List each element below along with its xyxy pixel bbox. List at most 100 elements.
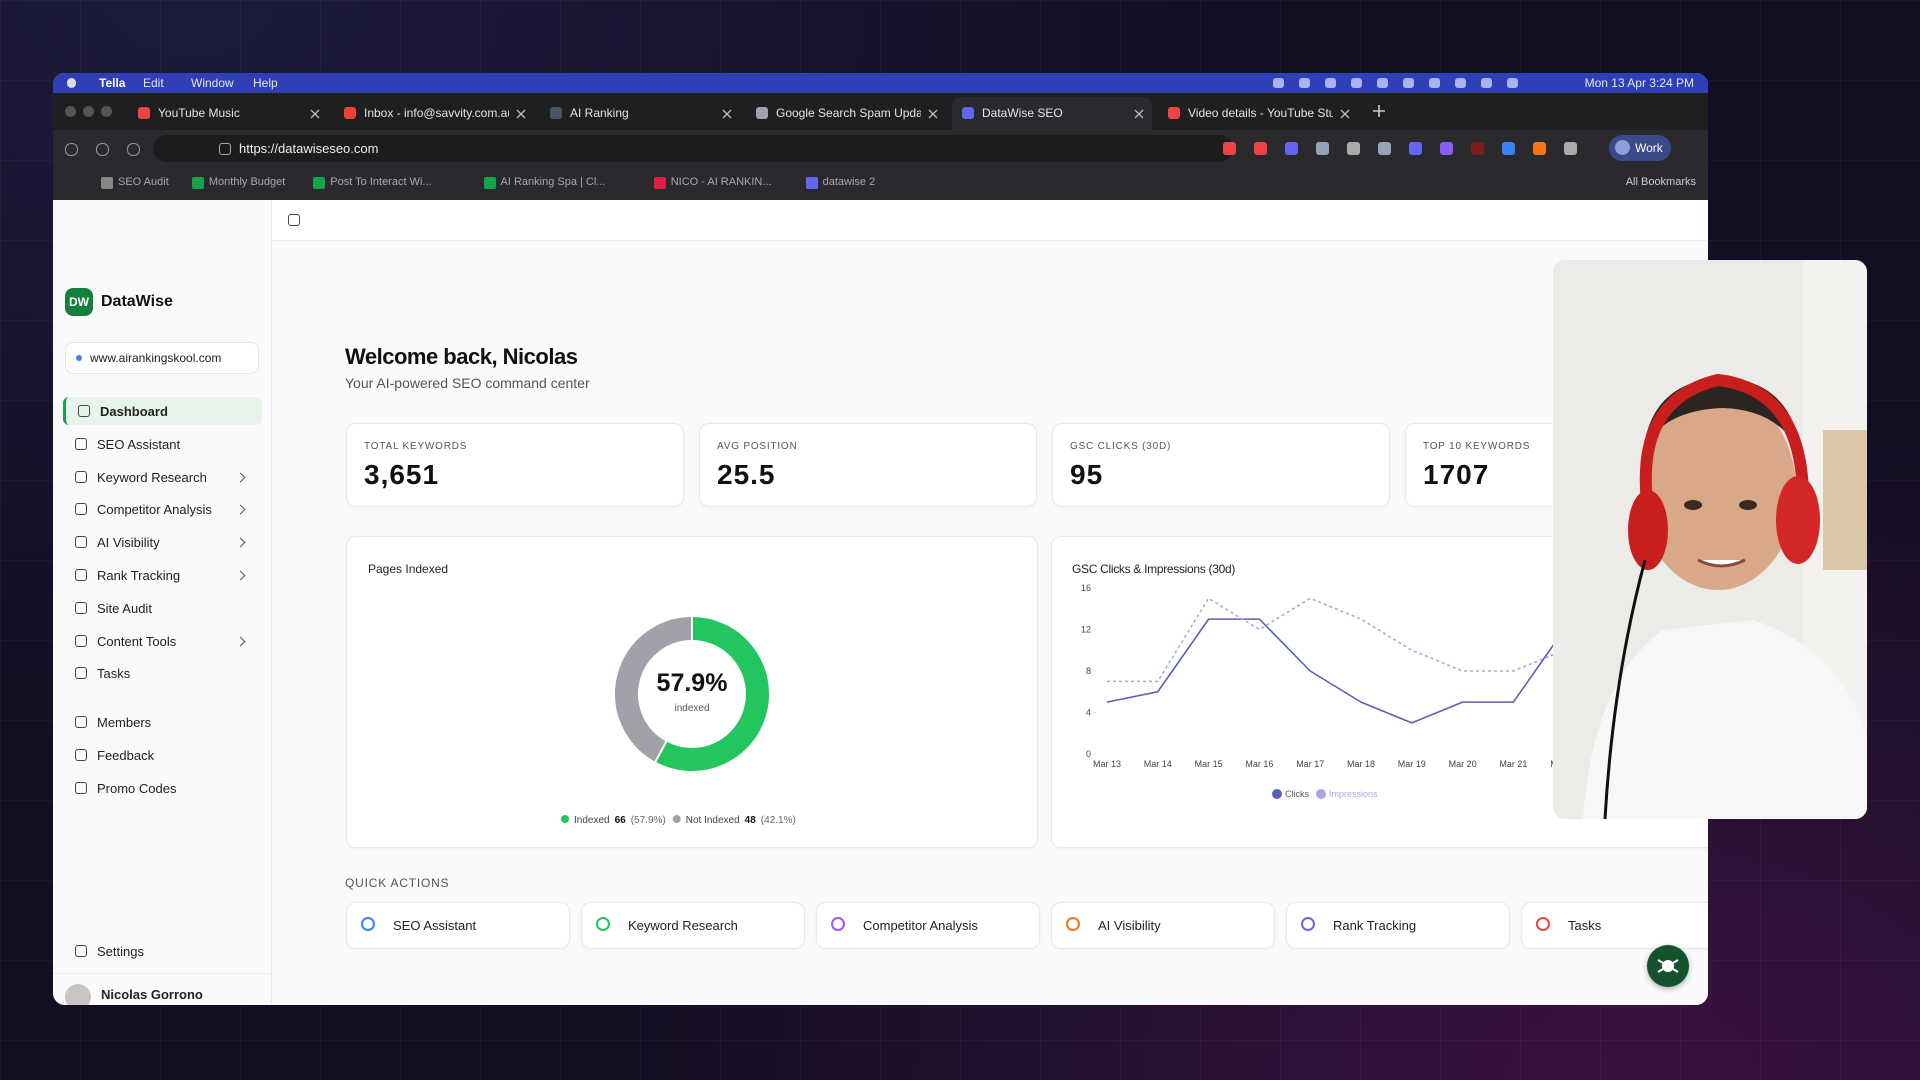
menu-item[interactable]: Help bbox=[253, 76, 278, 90]
donut-center-label: 57.9% bbox=[657, 669, 728, 697]
extension-icon[interactable] bbox=[1533, 142, 1546, 155]
legend-label: Not Indexed bbox=[686, 815, 740, 826]
nav-label: Dashboard bbox=[100, 404, 168, 419]
menu-item[interactable]: Window bbox=[191, 76, 234, 90]
nav-item[interactable]: Content Tools bbox=[63, 627, 259, 655]
settings-link[interactable]: Settings bbox=[63, 937, 259, 965]
window-control[interactable] bbox=[83, 106, 94, 117]
extension-icon[interactable] bbox=[1285, 142, 1298, 155]
tab[interactable]: Inbox - info@savvity.com.au bbox=[334, 97, 534, 130]
tab[interactable]: YouTube Music bbox=[128, 97, 328, 130]
nav-item[interactable]: Tasks bbox=[63, 659, 259, 687]
quick-action[interactable]: AI Visibility bbox=[1051, 902, 1275, 949]
stat-label: TOP 10 KEYWORDS bbox=[1423, 441, 1531, 452]
nav-label: Site Audit bbox=[97, 600, 152, 616]
nav-item[interactable]: Dashboard bbox=[63, 397, 262, 425]
tab[interactable]: Video details - YouTube Studio bbox=[1158, 97, 1358, 130]
extension-icon[interactable] bbox=[1564, 142, 1577, 155]
y-tick-label: 12 bbox=[1081, 625, 1091, 635]
tab[interactable]: DataWise SEO bbox=[952, 97, 1152, 130]
quick-action-icon bbox=[831, 917, 845, 931]
tab-title: Video details - YouTube Studio bbox=[1188, 106, 1333, 120]
extension-icon[interactable] bbox=[1409, 142, 1422, 155]
address-bar[interactable]: https://datawiseseo.com bbox=[153, 135, 1233, 162]
extension-icon[interactable] bbox=[1471, 142, 1484, 155]
bookmark[interactable]: Monthly Budget bbox=[208, 176, 286, 188]
stat-value: 25.5 bbox=[717, 459, 776, 490]
bookmark[interactable]: Post To Interact Wi... bbox=[330, 176, 432, 188]
nav-item[interactable]: Rank Tracking bbox=[63, 561, 259, 589]
forward-button[interactable] bbox=[96, 143, 109, 156]
nav-label: AI Visibility bbox=[97, 535, 160, 551]
bookmark[interactable]: AI Ranking Spa | Cl... bbox=[500, 176, 606, 188]
donut-slice bbox=[613, 614, 693, 764]
bookmark[interactable]: NICO - AI RANKIN... bbox=[670, 176, 772, 188]
help-button[interactable] bbox=[1647, 945, 1689, 987]
extension-icon[interactable] bbox=[1502, 142, 1515, 155]
browser-window: Tella Edit Window Help Mon 13 Apr 3:24 PM Yo… bbox=[53, 73, 1708, 1005]
profile-button[interactable]: Work bbox=[1609, 135, 1671, 161]
back-button[interactable] bbox=[65, 143, 78, 156]
nav-item[interactable]: Promo Codes bbox=[63, 774, 259, 802]
x-tick-label: Mar 20 bbox=[1449, 759, 1477, 769]
quick-action-icon bbox=[596, 917, 610, 931]
tab-favicon bbox=[962, 107, 974, 119]
site-selector[interactable]: www.airankingskool.com bbox=[65, 342, 259, 374]
quick-action[interactable]: Rank Tracking bbox=[1286, 902, 1510, 949]
tab[interactable]: AI Ranking bbox=[540, 97, 740, 130]
nav-item[interactable]: Competitor Analysis bbox=[63, 495, 259, 523]
logo: DW bbox=[65, 288, 93, 316]
bookmark[interactable]: SEO Audit bbox=[118, 176, 169, 188]
extension-icon[interactable] bbox=[1378, 142, 1391, 155]
quick-action-label: SEO Assistant bbox=[393, 918, 477, 933]
extension-icon[interactable] bbox=[1440, 142, 1453, 155]
legend-swatch bbox=[561, 815, 569, 823]
nav-item[interactable]: Feedback bbox=[63, 741, 259, 769]
extension-icon[interactable] bbox=[1254, 142, 1267, 155]
quick-action[interactable]: Competitor Analysis bbox=[816, 902, 1040, 949]
stat-card: GSC CLICKS (30D) 95 bbox=[1052, 423, 1390, 507]
window-control[interactable] bbox=[101, 106, 112, 117]
nav-item[interactable]: Site Audit bbox=[63, 594, 259, 622]
submenu-chevron bbox=[235, 537, 246, 548]
legend-swatch bbox=[1316, 789, 1326, 799]
stat-value: 95 bbox=[1070, 459, 1104, 490]
nav-label: Content Tools bbox=[97, 633, 177, 649]
nav-icon bbox=[75, 601, 87, 614]
main: Welcome back, Nicolas Your AI-powered SEO… bbox=[272, 200, 1708, 1005]
sidebar-toggle[interactable] bbox=[288, 214, 300, 226]
quick-action[interactable]: Keyword Research bbox=[581, 902, 805, 949]
extension-icon[interactable] bbox=[1223, 142, 1236, 155]
quick-action-label: AI Visibility bbox=[1098, 918, 1161, 933]
bookmark-icon bbox=[191, 177, 204, 189]
stat-label: TOTAL KEYWORDS bbox=[364, 441, 468, 452]
nav-item[interactable]: Keyword Research bbox=[63, 463, 259, 491]
status-icon bbox=[1273, 78, 1284, 88]
nav-item[interactable]: AI Visibility bbox=[63, 528, 259, 556]
quick-action-icon bbox=[1066, 917, 1080, 931]
y-tick-label: 0 bbox=[1086, 749, 1091, 759]
window-control[interactable] bbox=[65, 106, 76, 117]
site-info-icon bbox=[219, 143, 231, 155]
tab[interactable]: Google Search Spam Update bbox=[746, 97, 946, 130]
extension-icon[interactable] bbox=[1347, 142, 1360, 155]
status-icon bbox=[1377, 78, 1388, 88]
reload-button[interactable] bbox=[127, 143, 140, 156]
quick-action[interactable]: Tasks bbox=[1521, 902, 1708, 949]
divider bbox=[53, 973, 271, 974]
section-title: QUICK ACTIONS bbox=[345, 876, 450, 890]
bookmark[interactable]: datawise 2 bbox=[822, 176, 876, 188]
series-line bbox=[1106, 618, 1616, 724]
quick-action-icon bbox=[1301, 917, 1315, 931]
chart-title: GSC Clicks & Impressions (30d) bbox=[1072, 562, 1236, 576]
menu-item[interactable]: Edit bbox=[143, 76, 164, 90]
quick-action[interactable]: SEO Assistant bbox=[346, 902, 570, 949]
nav-item[interactable]: SEO Assistant bbox=[63, 430, 259, 458]
nav-item[interactable]: Members bbox=[63, 708, 259, 736]
quick-action-label: Rank Tracking bbox=[1333, 918, 1417, 933]
extension-icon[interactable] bbox=[1316, 142, 1329, 155]
topbar bbox=[272, 200, 1708, 241]
all-bookmarks[interactable]: All Bookmarks bbox=[1625, 176, 1696, 188]
bookmarks-bar: SEO Audit Monthly Budget Post To Interact … bbox=[53, 167, 1708, 201]
